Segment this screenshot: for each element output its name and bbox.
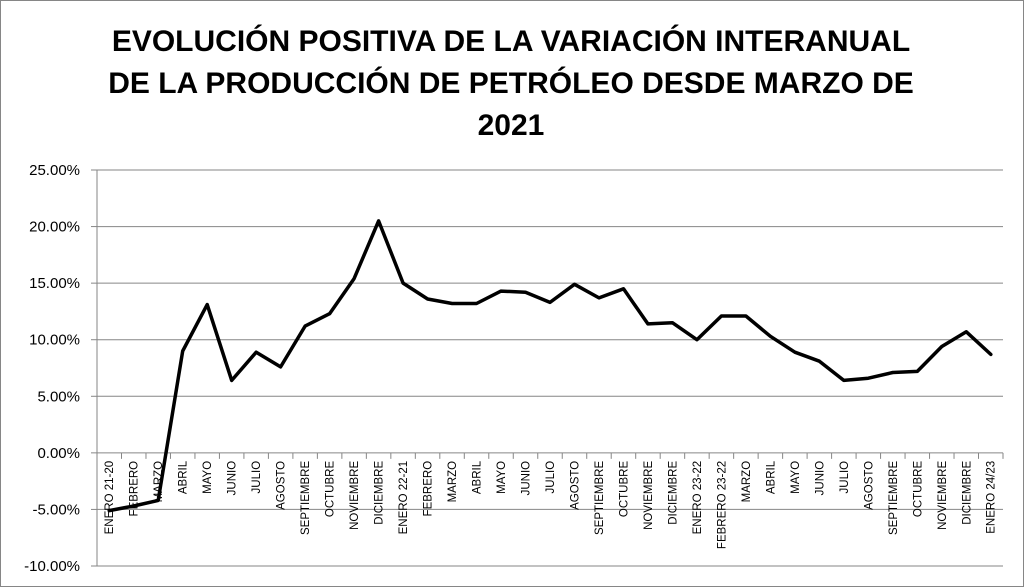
data-point xyxy=(793,350,797,354)
y-axis-tick-labels: 25.00% 20.00% 15.00% 10.00% 5.00% 0.00% -5.00%… xyxy=(24,162,80,575)
chart-title-line-3: 2021 xyxy=(478,109,545,142)
data-point xyxy=(328,312,332,316)
x-axis-tick-label: MARZO xyxy=(741,461,753,503)
data-point xyxy=(573,282,577,286)
data-point xyxy=(866,376,870,380)
x-axis-tick-label: JULIO xyxy=(839,461,851,494)
data-point xyxy=(205,303,209,307)
data-point xyxy=(377,219,381,223)
x-axis-tick-label: MAYO xyxy=(496,461,508,494)
y-axis-tick-label: 5.00% xyxy=(37,388,80,405)
data-point xyxy=(989,352,993,356)
data-point xyxy=(548,300,552,304)
y-axis-tick-label: 20.00% xyxy=(29,219,80,236)
data-point xyxy=(107,509,111,513)
x-axis-tick-label: DICIEMBRE xyxy=(961,461,973,525)
chart-title-line-1: EVOLUCIÓN POSITIVA DE LA VARIACIÓN INTER… xyxy=(112,24,910,58)
data-point xyxy=(352,277,356,281)
chart-title-line-2: DE LA PRODUCCIÓN DE PETRÓLEO DESDE MARZO… xyxy=(108,66,914,100)
x-axis-tick-label: NOVIEMBRE xyxy=(937,461,949,530)
y-axis-tick-label: 15.00% xyxy=(29,275,80,292)
y-axis-tick-label: -5.00% xyxy=(32,501,80,518)
x-axis-tick-label: ABRIL xyxy=(472,460,484,494)
x-axis-tick-label: JULIO xyxy=(545,461,557,494)
x-axis-tick-label: ENERO 21-20 xyxy=(104,461,116,535)
x-axis-tick-label: MAYO xyxy=(202,461,214,494)
x-axis-tick-label: SEPTIEMBRE xyxy=(594,461,606,535)
data-point xyxy=(230,378,234,382)
x-axis-tick-label: JUNIO xyxy=(227,461,239,496)
x-axis-tick-label: ABRIL xyxy=(178,460,190,494)
data-point xyxy=(254,350,258,354)
x-axis-tick-label: AGOSTO xyxy=(863,461,875,510)
y-axis-tick-label: 0.00% xyxy=(37,445,80,462)
chart-title: EVOLUCIÓN POSITIVA DE LA VARIACIÓN INTER… xyxy=(108,24,914,142)
x-axis-tick-label: ENERO 22-21 xyxy=(398,461,410,535)
data-point xyxy=(891,371,895,375)
x-axis-tick-label: ABRIL xyxy=(765,460,777,494)
data-point xyxy=(156,498,160,502)
x-axis-tick-label: DICIEMBRE xyxy=(374,461,386,525)
data-point xyxy=(768,334,772,338)
data-point xyxy=(915,369,919,373)
data-point xyxy=(646,322,650,326)
data-point xyxy=(132,504,136,508)
x-axis-tick-label: OCTUBRE xyxy=(325,461,337,518)
x-axis-tick-label: FEBRERO 23-22 xyxy=(716,461,728,549)
data-point xyxy=(279,365,283,369)
x-axis-tick-label: AGOSTO xyxy=(276,461,288,510)
x-axis-tick-label: FEBRERO xyxy=(129,461,141,517)
data-point xyxy=(964,330,968,334)
data-point xyxy=(181,349,185,353)
data-point xyxy=(303,324,307,328)
axes xyxy=(91,169,1004,567)
data-point xyxy=(670,321,674,325)
x-axis-tick-label: OCTUBRE xyxy=(618,461,630,518)
x-axis-tick-label: DICIEMBRE xyxy=(667,461,679,525)
x-axis-tick-label: FEBRERO xyxy=(423,461,435,517)
x-axis-tick-label: JULIO xyxy=(251,461,263,494)
x-axis-tick-label: OCTUBRE xyxy=(912,461,924,518)
y-axis-tick-label: -10.00% xyxy=(24,558,80,575)
x-axis-tick-label: JUNIO xyxy=(814,461,826,496)
x-axis-tick-label: NOVIEMBRE xyxy=(349,461,361,530)
data-point xyxy=(450,302,454,306)
x-axis-tick-label: SEPTIEMBRE xyxy=(888,461,900,535)
data-point xyxy=(426,297,430,301)
y-axis-tick-label: 10.00% xyxy=(29,332,80,349)
data-point xyxy=(744,314,748,318)
data-point xyxy=(842,378,846,382)
series-line xyxy=(107,219,993,513)
data-point xyxy=(401,281,405,285)
x-axis-tick-label: MARZO xyxy=(447,461,459,503)
data-point xyxy=(524,290,528,294)
x-axis-tick-label: JUNIO xyxy=(521,461,533,496)
gridlines xyxy=(97,169,1003,567)
data-point xyxy=(622,287,626,291)
x-axis-tick-label: SEPTIEMBRE xyxy=(300,461,312,535)
data-point xyxy=(597,296,601,300)
x-axis-tick-labels: ENERO 21-20 FEBRERO MARZO ABRIL MAYO JUNIO JUL… xyxy=(104,460,998,549)
x-axis-tick-label: MAYO xyxy=(790,461,802,494)
data-point xyxy=(499,289,503,293)
data-point xyxy=(940,345,944,349)
x-axis-tick-label: NOVIEMBRE xyxy=(643,461,655,530)
x-axis-tick-label: ENERO 23-22 xyxy=(692,461,704,535)
x-axis-tick-label: ENERO 24/23 xyxy=(986,461,998,534)
data-series xyxy=(107,219,993,513)
data-point xyxy=(817,359,821,363)
x-axis-tick-label: AGOSTO xyxy=(569,461,581,510)
data-point xyxy=(719,314,723,318)
data-point xyxy=(475,302,479,306)
data-point xyxy=(695,338,699,342)
y-axis-tick-label: 25.00% xyxy=(29,162,80,179)
